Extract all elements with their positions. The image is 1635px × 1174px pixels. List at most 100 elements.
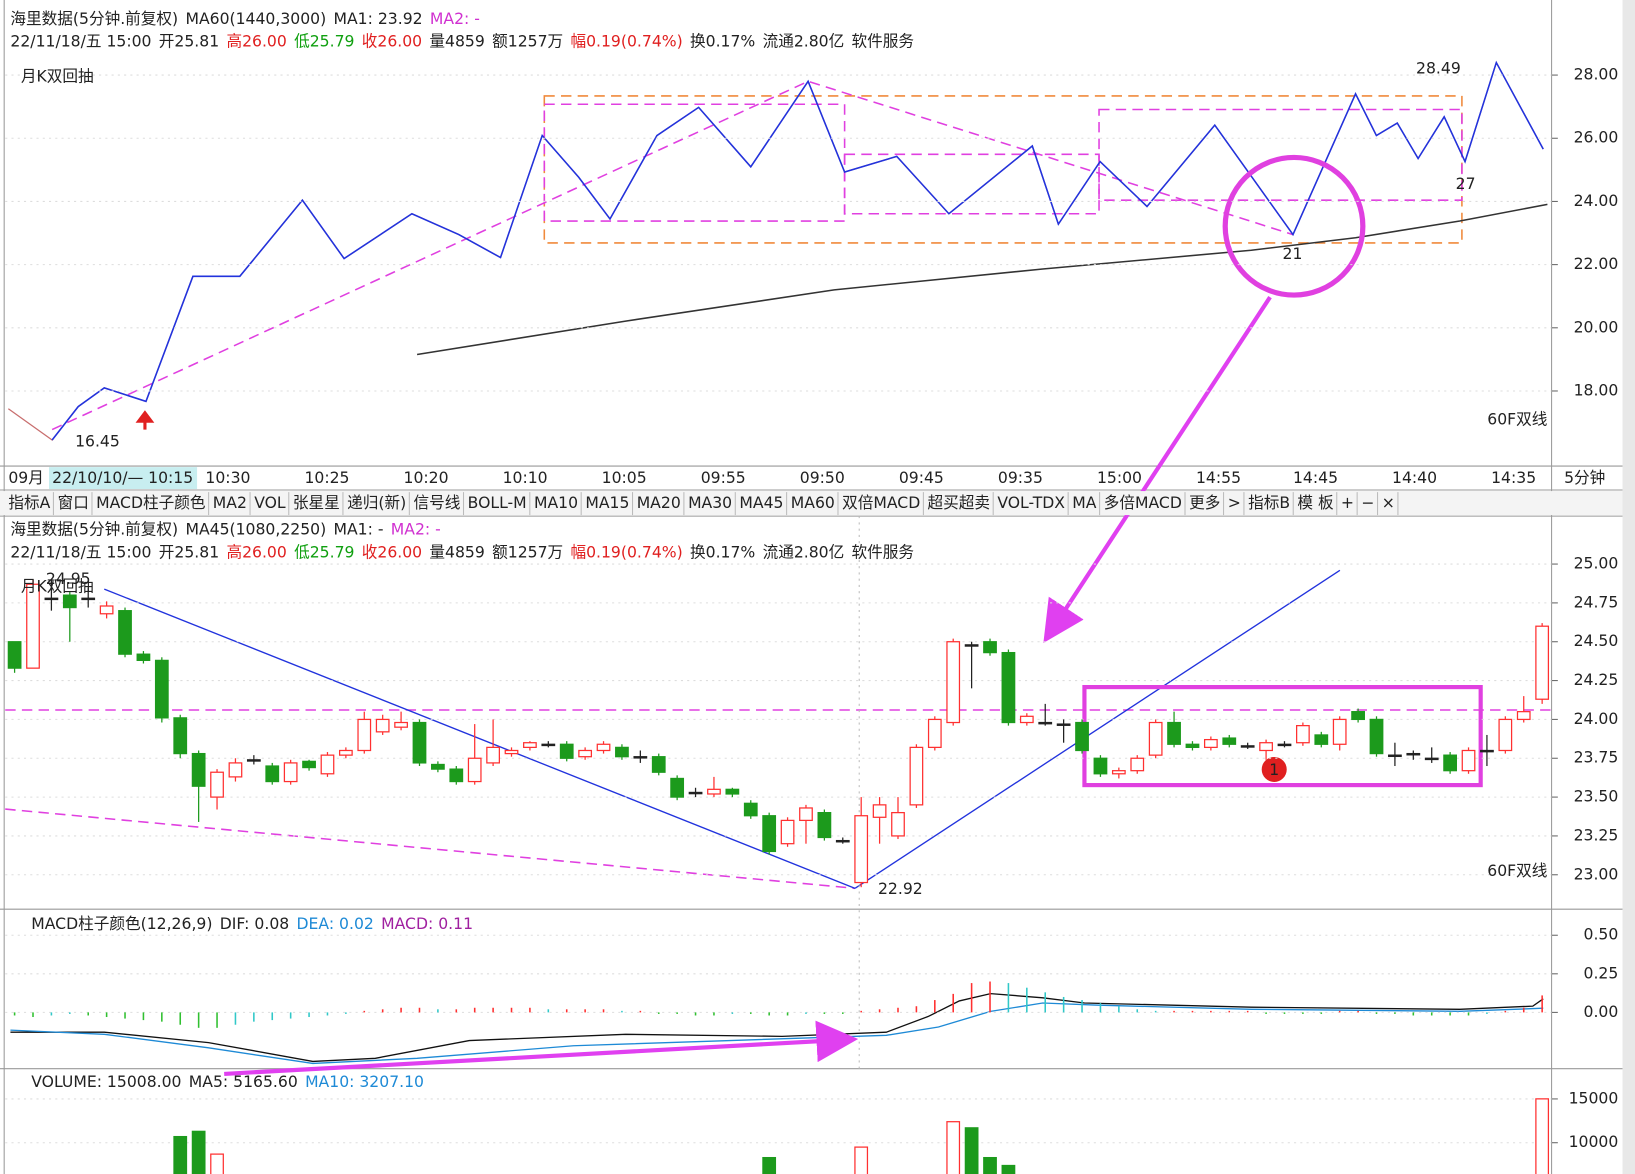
header-item: 开25.81 (159, 31, 219, 50)
candle-body (1296, 725, 1310, 744)
header-item: MACD: 0.11 (381, 913, 473, 932)
candle-body (983, 641, 997, 654)
toolbar-button[interactable]: > (1228, 493, 1241, 512)
candle-body (1222, 737, 1237, 745)
header-item: MA60(1440,3000) (185, 8, 326, 27)
candle-body (743, 802, 758, 817)
annotation: 16.45 (75, 432, 120, 451)
time-label: 09:50 (800, 468, 845, 487)
candle-body (596, 743, 611, 752)
annotation: 月K双回抽 (21, 67, 94, 86)
macd-lines (10, 992, 1544, 1076)
toolbar-button[interactable]: MA2 (213, 493, 247, 512)
time-label: 09:35 (998, 468, 1043, 487)
header-item: MA5: 5165.60 (189, 1072, 298, 1091)
candle-body (99, 605, 114, 615)
candle-body (394, 721, 408, 728)
toolbar-button[interactable]: VOL-TDX (997, 493, 1065, 512)
toolbar-button[interactable]: MACD柱子颜色 (96, 493, 206, 512)
candle-body (62, 594, 77, 609)
header-item: 软件服务 (852, 31, 915, 50)
toolbar-button[interactable]: BOLL-M (468, 493, 527, 512)
y-tick-label: 23.75 (1574, 748, 1619, 767)
toolbar-button[interactable]: MA20 (637, 493, 681, 512)
toolbar-button[interactable]: 张星星 (293, 493, 340, 512)
volume-bar (946, 1121, 961, 1174)
candle-body (246, 759, 261, 762)
toolbar-button[interactable]: MA15 (585, 493, 629, 512)
volume-bar (1001, 1164, 1016, 1174)
time-label: 10:20 (404, 468, 449, 487)
y-tick-label: 23.25 (1574, 825, 1619, 844)
candle-body (578, 749, 593, 758)
candle-body (559, 743, 574, 759)
y-tick-label: 18.00 (1574, 380, 1619, 399)
candle-body (1001, 651, 1016, 724)
candle-body (26, 583, 40, 669)
macd-header: MACD柱子颜色(12,26,9) DIF: 0.08 DEA: 0.02 MACD:… (31, 913, 473, 932)
candle-body (283, 762, 298, 783)
candle-body (670, 777, 685, 798)
header-item: 换0.17% (690, 542, 755, 561)
toolbar-button[interactable]: 更多 (1189, 493, 1220, 512)
header-item: 幅0.19(0.74%) (570, 31, 682, 50)
y-tick-label: 22.00 (1574, 254, 1619, 273)
mid-header: 海里数据(5分钟.前复权) MA45(1080,2250) MA1: - MA2: - (10, 519, 440, 538)
toolbar-button[interactable]: 多倍MACD (1104, 493, 1182, 512)
toolbar-button[interactable]: 超买超卖 (928, 493, 991, 512)
time-label: 09月 (8, 468, 44, 487)
time-label: 14:45 (1293, 468, 1338, 487)
toolbar-button[interactable]: MA45 (739, 493, 783, 512)
header-item: MA1: 23.92 (334, 8, 423, 27)
toolbar-button[interactable]: VOL (254, 493, 286, 512)
toolbar-button[interactable]: − (1361, 493, 1374, 512)
volume-bar (210, 1153, 224, 1174)
header-item: MACD柱子颜色(12,26,9) (31, 913, 212, 932)
candle-body (964, 644, 979, 647)
scrollbar[interactable] (1622, 0, 1635, 1174)
volume-bar (191, 1130, 206, 1174)
toolbar-button[interactable]: + (1341, 493, 1354, 512)
toolbar-button[interactable]: MA10 (534, 493, 578, 512)
candle-body (1167, 721, 1181, 745)
candle-body (431, 763, 445, 770)
toolbar-button[interactable]: 模 板 (1297, 493, 1334, 512)
top-drawings (7, 60, 1548, 643)
candle-body (1388, 754, 1402, 758)
y-tick-label: 0.25 (1584, 963, 1619, 982)
candle-body (7, 641, 22, 669)
annotation: 60F双线 (1487, 410, 1547, 429)
toolbar-button[interactable]: 指标A (8, 493, 50, 512)
candle-body (357, 718, 372, 752)
header-item: 流通2.80亿 (763, 31, 845, 50)
candle-body (835, 839, 850, 843)
y-tick-label: 20.00 (1574, 317, 1619, 336)
annotation: 21 (1283, 244, 1303, 263)
toolbar-button[interactable]: 指标B (1248, 493, 1290, 512)
candle-body (1130, 757, 1145, 772)
y-tick-label: 24.00 (1574, 191, 1619, 210)
candle-body (44, 597, 59, 601)
candle-body (633, 756, 648, 759)
annotation: 60F双线 (1487, 861, 1547, 880)
candle-body (173, 717, 188, 755)
volume-bar (983, 1156, 997, 1174)
candle-body (1240, 745, 1255, 748)
toolbar-button[interactable]: 信号线 (413, 493, 460, 512)
candle-body (1075, 721, 1089, 752)
toolbar-button[interactable]: 递归(新) (347, 493, 406, 512)
time-label: 5分钟 (1564, 468, 1605, 487)
candle-body (1203, 738, 1218, 749)
toolbar-button[interactable]: × (1382, 493, 1395, 512)
header-item: MA45(1080,2250) (185, 519, 326, 538)
toolbar-button[interactable]: MA30 (688, 493, 732, 512)
candle-body (523, 742, 537, 749)
toolbar-button[interactable]: 窗口 (58, 493, 89, 512)
toolbar-button[interactable]: 双倍MACD (842, 493, 920, 512)
header-item: 海里数据(5分钟.前复权) (10, 8, 178, 27)
toolbar-button[interactable]: MA (1072, 493, 1096, 512)
header-item: MA2: - (430, 8, 480, 27)
toolbar-button[interactable]: MA60 (791, 493, 835, 512)
header-item: 高26.00 (226, 31, 286, 50)
